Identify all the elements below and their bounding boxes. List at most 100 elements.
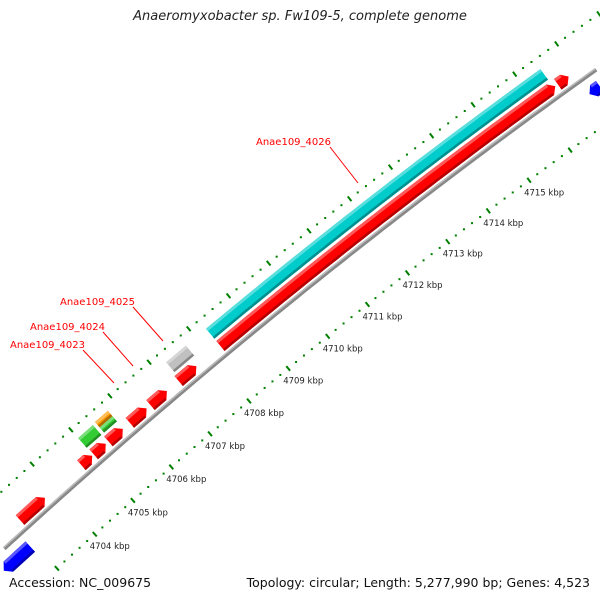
major-tick [526, 177, 532, 184]
cds-forward[interactable] [77, 454, 93, 471]
gene-label-anae109-4025[interactable]: Anae109_4025 [60, 297, 135, 308]
minor-tick [310, 348, 313, 351]
minor-tick [263, 386, 266, 389]
gene-label-anae109-4026[interactable]: Anae109_4026 [256, 137, 331, 148]
scale-label: 4712 kbp [402, 281, 442, 291]
major-tick [285, 365, 291, 372]
outer-minor-tick [397, 159, 400, 162]
minor-tick [101, 526, 104, 529]
minor-tick [536, 173, 539, 176]
gene-gray-anae109-4025[interactable] [166, 345, 195, 373]
cds-forward[interactable] [146, 390, 167, 410]
minor-tick [147, 486, 150, 489]
cds-forward[interactable] [15, 497, 45, 525]
outer-major-tick [68, 426, 74, 433]
feature-highlight [125, 407, 140, 421]
major-tick [168, 464, 175, 470]
outer-minor-tick [156, 354, 159, 357]
gene-label-anae109-4024[interactable]: Anae109_4024 [30, 322, 105, 333]
minor-tick [240, 406, 243, 409]
scale-label: 4706 kbp [166, 475, 206, 485]
outer-minor-tick [15, 476, 18, 479]
major-tick [567, 147, 573, 154]
minor-tick [295, 361, 298, 364]
outer-minor-tick [381, 172, 384, 175]
outer-major-tick [29, 461, 35, 468]
feature-body [206, 69, 548, 339]
feature-shadow [22, 504, 45, 525]
outer-major-tick [306, 227, 312, 234]
cds-forward-anae109-4023[interactable] [174, 365, 197, 386]
cds-forward-anae109-4026[interactable] [216, 84, 556, 352]
gene-cyan-anae109-4026[interactable] [206, 69, 549, 339]
outer-minor-tick [54, 442, 57, 445]
feature-shadow [11, 549, 35, 572]
scale-ticks [0, 10, 600, 590]
feature-highlight [104, 428, 116, 439]
scale-labels: 4704 kbp 4705 kbp 4706 kbp 4707 kbp 4708 kbp… [90, 188, 564, 552]
minor-tick [224, 419, 227, 422]
outer-minor-tick [38, 456, 41, 459]
scale-label: 4705 kbp [128, 508, 168, 518]
outer-minor-tick [116, 388, 119, 391]
minor-tick [544, 167, 547, 170]
feature-body [174, 365, 197, 386]
outer-minor-tick [259, 268, 262, 271]
cds-forward[interactable] [554, 74, 569, 90]
minor-tick [374, 297, 377, 300]
feature-highlight [3, 541, 28, 564]
map-title: Anaeromyxobacter sp. Fw109-5, complete g… [133, 9, 467, 24]
minor-tick [438, 246, 441, 249]
outer-minor-tick [235, 288, 238, 291]
major-tick [92, 531, 98, 538]
outer-minor-tick [275, 255, 278, 258]
gene-green[interactable] [78, 425, 102, 448]
minor-tick [358, 309, 361, 312]
scale-label: 4704 kbp [90, 542, 130, 552]
gene-label-anae109-4023[interactable]: Anae109_4023 [10, 340, 85, 351]
outer-minor-tick [589, 18, 592, 21]
minor-tick [503, 197, 506, 200]
outer-minor-tick [0, 490, 3, 493]
cds-forward[interactable] [104, 428, 123, 447]
cds-reverse[interactable] [589, 80, 600, 97]
minor-tick [162, 472, 165, 475]
outer-minor-tick [211, 308, 214, 311]
minor-tick [63, 560, 66, 563]
minor-tick [519, 185, 522, 188]
outer-minor-tick [530, 60, 533, 63]
outer-minor-tick [171, 341, 174, 344]
outer-minor-tick [488, 91, 491, 94]
feature-shadow [181, 373, 196, 386]
gene-green-small[interactable] [99, 416, 118, 433]
cds-reverse[interactable] [3, 541, 35, 572]
gene-orange[interactable] [94, 410, 113, 428]
outer-minor-tick [505, 79, 508, 82]
outer-minor-tick [497, 85, 500, 88]
feature-body [94, 410, 113, 428]
minor-tick [255, 393, 258, 396]
feature-body [99, 416, 117, 433]
outer-minor-tick [219, 301, 222, 304]
scale-label: 4708 kbp [244, 409, 284, 419]
scale-label: 4707 kbp [205, 442, 245, 452]
feature-highlight [15, 497, 38, 518]
outer-minor-tick [195, 321, 198, 324]
minor-tick [139, 492, 142, 495]
major-tick [485, 207, 491, 214]
feature-body [78, 425, 102, 448]
cds-forward[interactable] [125, 407, 147, 428]
feature-shadow [85, 433, 102, 448]
feature-body [15, 497, 45, 525]
minor-tick [154, 479, 157, 482]
outer-major-tick [225, 292, 232, 299]
cds-forward[interactable] [89, 443, 106, 460]
minor-tick [201, 439, 204, 442]
outer-minor-tick [23, 470, 26, 473]
major-tick [325, 333, 331, 340]
minor-tick [78, 546, 81, 549]
feature-body [125, 407, 147, 428]
minor-tick [585, 137, 588, 140]
